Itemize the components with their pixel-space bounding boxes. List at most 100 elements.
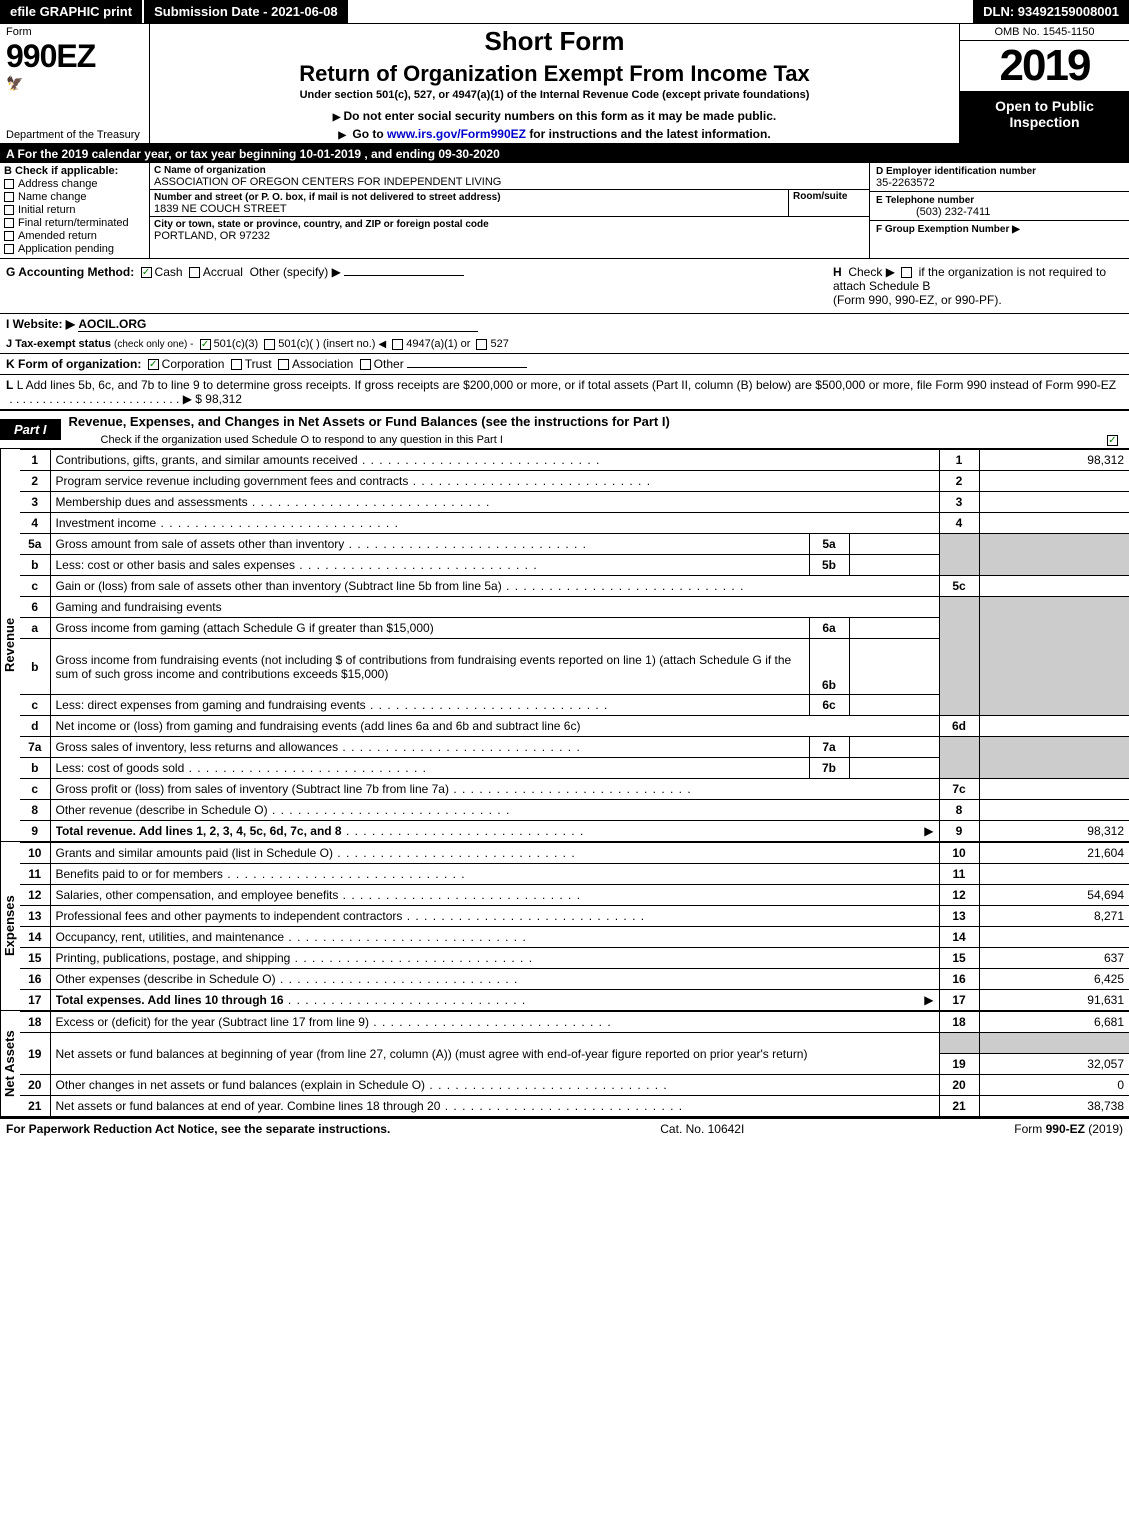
rnum-15: 15 [939, 948, 979, 969]
k-other-input[interactable] [407, 367, 527, 368]
amount-10: 21,604 [979, 843, 1129, 864]
part1-header: Part I Revenue, Expenses, and Changes in… [0, 411, 1129, 449]
desc-3: Membership dues and assessments [56, 495, 934, 509]
checkbox-amended-return[interactable] [4, 231, 14, 241]
city-value: PORTLAND, OR 97232 [154, 230, 270, 242]
lnum-6d: d [20, 716, 50, 737]
net-assets-table: 18Excess or (deficit) for the year (Subt… [20, 1011, 1129, 1117]
rnum-18: 18 [939, 1012, 979, 1033]
lnum-13: 13 [20, 906, 50, 927]
j-opt-3: 4947(a)(1) or [406, 338, 470, 350]
h-label: H [833, 265, 842, 279]
lnum-21: 21 [20, 1096, 50, 1117]
side-label-revenue: Revenue [0, 449, 20, 842]
org-name-label: C Name of organization [154, 165, 266, 176]
rnum-14: 14 [939, 927, 979, 948]
rnum-9: 9 [939, 821, 979, 842]
desc-7c: Gross profit or (loss) from sales of inv… [56, 782, 934, 796]
rnum-19: 19 [939, 1054, 979, 1075]
desc-6b: Gross income from fundraising events (no… [56, 653, 792, 681]
subval-6b [849, 639, 939, 695]
lnum-12: 12 [20, 885, 50, 906]
h-text3: (Form 990, 990-EZ, or 990-PF). [833, 293, 1002, 307]
checkbox-name-change[interactable] [4, 192, 14, 202]
chk-label-2: Initial return [18, 204, 75, 216]
efile-print-button[interactable]: efile GRAPHIC print [0, 0, 142, 23]
revenue-section: Revenue 1Contributions, gifts, grants, a… [0, 449, 1129, 842]
amount-16: 6,425 [979, 969, 1129, 990]
desc-7b: Less: cost of goods sold [56, 761, 804, 775]
rnum-21: 21 [939, 1096, 979, 1117]
lnum-6: 6 [20, 597, 50, 618]
footer-form-ref: Form 990-EZ (2019) [1014, 1122, 1123, 1136]
row-a-tax-year: A For the 2019 calendar year, or tax yea… [0, 145, 1129, 163]
open-public-inspection: Open to Public Inspection [960, 92, 1129, 143]
checkbox-cash[interactable] [141, 267, 152, 278]
checkbox-final-return[interactable] [4, 218, 14, 228]
chk-label-5: Application pending [18, 243, 114, 255]
lnum-1: 1 [20, 450, 50, 471]
rnum-3: 3 [939, 492, 979, 513]
irs-link[interactable]: www.irs.gov/Form990EZ [387, 127, 526, 141]
lnum-9: 9 [20, 821, 50, 842]
checkbox-4947[interactable] [392, 339, 403, 350]
checkbox-other-org[interactable] [360, 359, 371, 370]
checkbox-association[interactable] [278, 359, 289, 370]
rnum-13: 13 [939, 906, 979, 927]
desc-5c: Gain or (loss) from sale of assets other… [56, 579, 934, 593]
amount-3 [979, 492, 1129, 513]
submission-date-button[interactable]: Submission Date - 2021-06-08 [144, 0, 348, 23]
subval-7b [849, 758, 939, 779]
checkbox-schedule-o[interactable] [1107, 435, 1118, 446]
rnum-6d: 6d [939, 716, 979, 737]
chk-label-3: Final return/terminated [18, 217, 129, 229]
checkbox-trust[interactable] [231, 359, 242, 370]
checkbox-527[interactable] [476, 339, 487, 350]
checkbox-address-change[interactable] [4, 179, 14, 189]
rnum-17: 17 [939, 990, 979, 1011]
checkbox-501c[interactable] [264, 339, 275, 350]
desc-13: Professional fees and other payments to … [56, 909, 934, 923]
desc-11: Benefits paid to or for members [56, 867, 934, 881]
lnum-18: 18 [20, 1012, 50, 1033]
rnum-20: 20 [939, 1075, 979, 1096]
sub-7a: 7a [809, 737, 849, 758]
goto-prefix: Go to [352, 127, 387, 141]
sub-5b: 5b [809, 555, 849, 576]
side-label-expenses: Expenses [0, 842, 20, 1011]
amount-4 [979, 513, 1129, 534]
ein-value: 35-2263572 [876, 177, 935, 189]
l-amount: ▶ $ 98,312 [183, 392, 242, 406]
chk-label-4: Amended return [18, 230, 97, 242]
desc-19: Net assets or fund balances at beginning… [56, 1047, 808, 1061]
amount-13: 8,271 [979, 906, 1129, 927]
checkbox-application-pending[interactable] [4, 244, 14, 254]
g-other-input[interactable] [344, 275, 464, 276]
ein-label: D Employer identification number [876, 166, 1036, 177]
checkbox-corporation[interactable] [148, 359, 159, 370]
rnum-8: 8 [939, 800, 979, 821]
lnum-11: 11 [20, 864, 50, 885]
desc-21: Net assets or fund balances at end of ye… [56, 1099, 934, 1113]
checkbox-501c3[interactable] [200, 339, 211, 350]
checkbox-schedule-b[interactable] [901, 267, 912, 278]
lnum-7c: c [20, 779, 50, 800]
expenses-section: Expenses 10Grants and similar amounts pa… [0, 842, 1129, 1011]
amount-18: 6,681 [979, 1012, 1129, 1033]
addr-label: Number and street (or P. O. box, if mail… [154, 192, 501, 203]
rnum-2: 2 [939, 471, 979, 492]
title-short-form: Short Form [158, 26, 951, 57]
sub-6b: 6b [809, 639, 849, 695]
amount-8 [979, 800, 1129, 821]
goto-suffix: for instructions and the latest informat… [529, 127, 770, 141]
desc-4: Investment income [56, 516, 934, 530]
checkbox-accrual[interactable] [189, 267, 200, 278]
lnum-5c: c [20, 576, 50, 597]
checkbox-initial-return[interactable] [4, 205, 14, 215]
lnum-5b: b [20, 555, 50, 576]
city-label: City or town, state or province, country… [154, 219, 489, 230]
page-footer: For Paperwork Reduction Act Notice, see … [0, 1117, 1129, 1139]
h-check-text: Check ▶ [848, 265, 895, 279]
j-opt-4: 527 [490, 338, 508, 350]
desc-7a: Gross sales of inventory, less returns a… [56, 740, 804, 754]
